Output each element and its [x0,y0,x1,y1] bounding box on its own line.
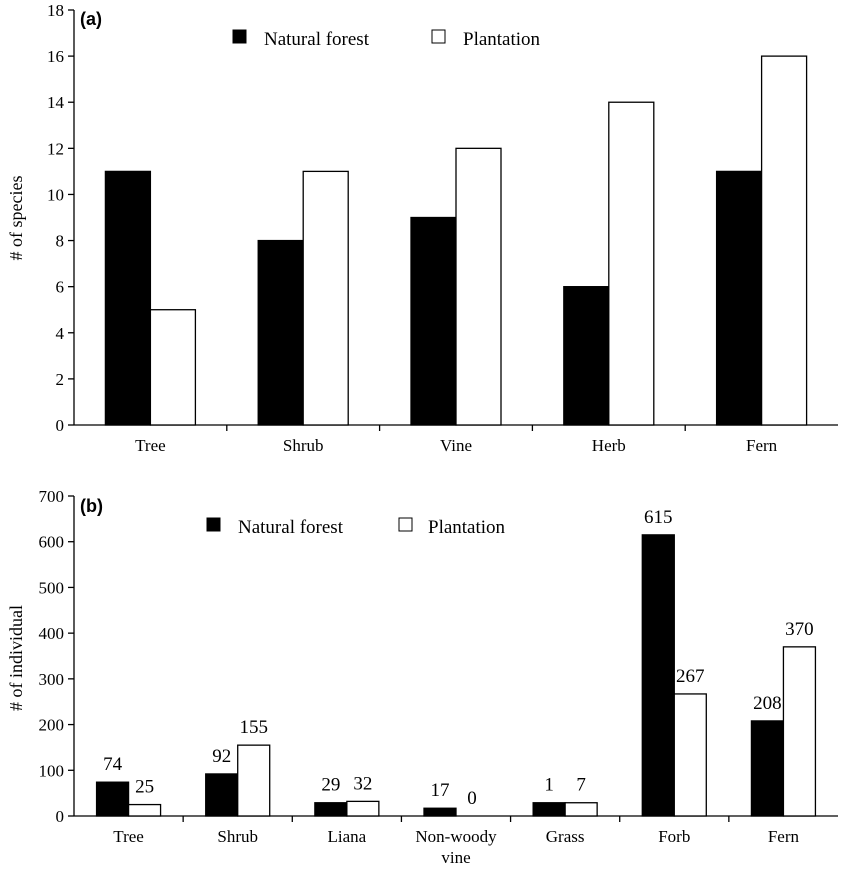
bar-plantation-vine [455,147,502,426]
y-tick-label: 12 [47,139,64,158]
legend-label-plantation: Plantation [463,29,541,50]
legend-swatch-natural-forest [206,517,221,532]
legend-swatch-natural-forest [232,29,247,44]
panel-b-plot-area: 0 100 200 300 400 500 600 700 Tree 74 25 Shrub 92 155… [39,487,838,867]
data-label-plantation-fern: 370 [785,619,814,640]
panel-a-plot-area: 0 2 4 6 8 10 12 14 16 18 Tree Shrub Vine Herb Fern [47,1,838,455]
panel-a-y-axis-title: # of species [6,176,26,261]
panel-a-legend: Natural forest Plantation [232,29,541,50]
y-tick-label: 10 [47,185,64,204]
bar-natural-forest-vine [410,216,457,426]
panel-a-species-chart: (a) # of species Natural forest Plantati… [6,1,838,455]
bar-plantation-liana [346,800,380,817]
y-tick-label: 16 [47,47,64,66]
data-label-natural-forest-tree: 74 [103,754,123,775]
bar-natural-forest-tree [104,170,152,426]
x-tick-label-forb: Forb [658,827,690,846]
y-tick-label: 0 [56,416,65,435]
legend-label-natural-forest: Natural forest [264,29,370,50]
bar-natural-forest-herb [563,286,610,426]
bar-natural-forest-grass [532,802,566,817]
bar-natural-forest-liana [314,802,348,817]
x-tick-label-liana: Liana [328,827,367,846]
data-label-natural-forest-liana: 29 [321,775,340,796]
bar-natural-forest-fern [715,170,763,426]
x-tick-label-herb: Herb [592,436,626,455]
panel-b-legend: Natural forest Plantation [206,517,506,538]
panel-a-label: (a) [80,9,102,29]
y-tick-label: 500 [39,578,65,597]
data-label-natural-forest-fern: 208 [753,693,782,714]
data-label-natural-forest-forb: 615 [644,507,673,528]
y-tick-label: 18 [47,1,64,20]
y-tick-label: 2 [56,370,65,389]
bar-natural-forest-forb [641,534,675,817]
x-tick-label-tree: Tree [113,827,144,846]
panel-b-y-axis-title: # of individual [6,605,26,711]
legend-swatch-plantation [398,517,413,532]
data-label-natural-forest-shrub: 92 [212,746,231,767]
x-tick-label-shrub: Shrub [217,827,258,846]
x-tick-label-non-woody-vine: Non-woody vine [415,827,497,867]
y-tick-label: 200 [39,716,65,735]
y-tick-label: 4 [56,324,65,343]
panel-b-individuals-chart: (b) # of individual Natural forest Plant… [6,487,838,867]
data-label-plantation-tree: 25 [135,777,154,798]
x-tick-label-grass: Grass [546,827,585,846]
bar-plantation-tree [149,309,197,426]
y-tick-label: 700 [39,487,65,506]
x-tick-label-fern: Fern [768,827,800,846]
data-label-plantation-shrub: 155 [239,717,268,738]
y-tick-label: 300 [39,670,65,689]
bar-plantation-grass [564,802,598,817]
data-label-plantation-grass: 7 [576,775,586,796]
y-tick-label: 0 [56,807,65,826]
y-tick-label: 14 [47,93,65,112]
data-label-natural-forest-non-woody-vine: 17 [431,780,450,801]
y-tick-label: 8 [56,232,65,251]
bar-plantation-forb [673,693,707,817]
x-tick-label-fern: Fern [746,436,778,455]
panel-b-label: (b) [80,496,103,516]
legend-label-plantation: Plantation [428,517,506,538]
bar-plantation-shrub [237,744,271,817]
legend-label-natural-forest: Natural forest [238,517,344,538]
y-tick-label: 6 [56,278,65,297]
legend-swatch-plantation [431,29,446,44]
data-label-plantation-forb: 267 [676,666,705,687]
y-tick-label: 600 [39,533,65,552]
bar-plantation-herb [608,101,655,426]
y-tick-label: 400 [39,624,65,643]
data-label-plantation-liana: 32 [353,773,372,794]
x-tick-label-vine: Vine [440,436,472,455]
bar-natural-forest-shrub [205,773,239,817]
bar-plantation-fern [782,646,817,817]
data-label-natural-forest-grass: 1 [544,775,554,796]
y-tick-label: 100 [39,761,65,780]
bar-plantation-shrub [302,170,349,426]
bar-natural-forest-tree [95,781,130,817]
bar-natural-forest-shrub [257,239,304,426]
bar-plantation-fern [760,55,808,426]
bar-natural-forest-fern [750,720,785,817]
data-label-plantation-non-woody-vine: 0 [467,788,477,809]
x-tick-label-shrub: Shrub [283,436,324,455]
bar-natural-forest-non-woody-vine [423,807,457,817]
x-tick-label-tree: Tree [135,436,166,455]
bar-plantation-tree [127,803,162,817]
